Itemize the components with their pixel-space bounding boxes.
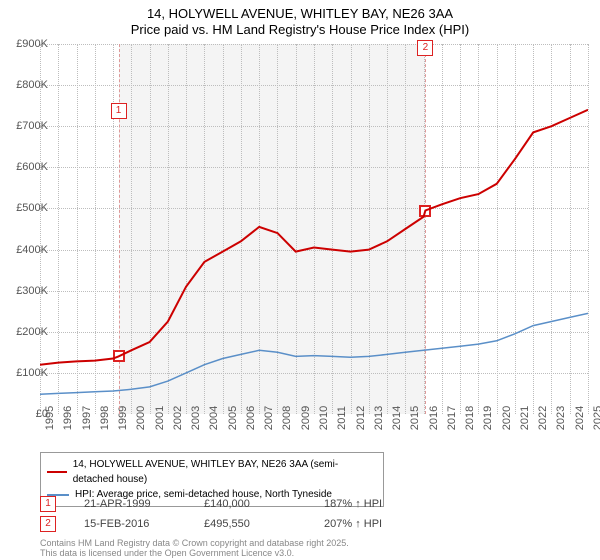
title-line1: 14, HOLYWELL AVENUE, WHITLEY BAY, NE26 3…	[0, 6, 600, 22]
transaction-row-2: 2 15-FEB-2016 £495,550 207% ↑ HPI	[40, 516, 444, 532]
transaction-delta-1: 187% ↑ HPI	[324, 498, 444, 510]
marker-badge-1: 1	[40, 496, 56, 512]
transaction-date-2: 15-FEB-2016	[84, 518, 204, 530]
attribution-line2: This data is licensed under the Open Gov…	[40, 548, 349, 558]
chart-plot	[40, 44, 588, 414]
legend-swatch-property	[47, 471, 67, 473]
transaction-delta-2: 207% ↑ HPI	[324, 518, 444, 530]
transaction-date-1: 21-APR-1999	[84, 498, 204, 510]
attribution-line1: Contains HM Land Registry data © Crown c…	[40, 538, 349, 548]
transaction-row-1: 1 21-APR-1999 £140,000 187% ↑ HPI	[40, 496, 444, 512]
transaction-price-2: £495,550	[204, 518, 324, 530]
transaction-price-1: £140,000	[204, 498, 324, 510]
title-block: 14, HOLYWELL AVENUE, WHITLEY BAY, NE26 3…	[0, 0, 600, 39]
chart-container: 14, HOLYWELL AVENUE, WHITLEY BAY, NE26 3…	[0, 0, 600, 560]
legend-label-property: 14, HOLYWELL AVENUE, WHITLEY BAY, NE26 3…	[73, 457, 377, 487]
legend-item-property: 14, HOLYWELL AVENUE, WHITLEY BAY, NE26 3…	[47, 457, 377, 487]
title-line2: Price paid vs. HM Land Registry's House …	[0, 22, 600, 38]
attribution: Contains HM Land Registry data © Crown c…	[40, 538, 349, 559]
marker-badge-2: 2	[40, 516, 56, 532]
